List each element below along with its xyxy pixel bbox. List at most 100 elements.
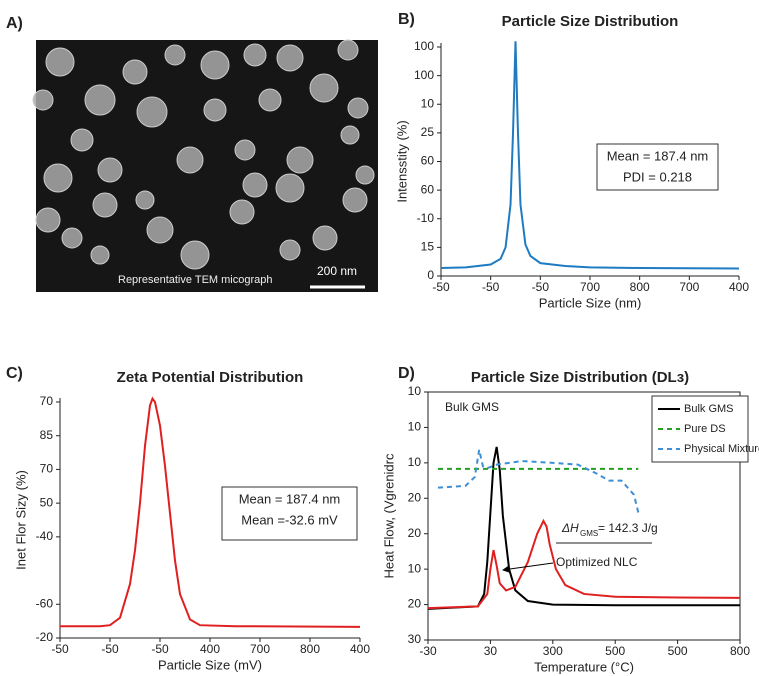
frame xyxy=(427,391,741,641)
x-tick-label: -50 xyxy=(532,280,550,294)
x-tick-label: 30 xyxy=(484,644,498,658)
particle xyxy=(164,44,186,66)
y-tick-label: 20 xyxy=(408,490,422,504)
x-tick-label: 500 xyxy=(668,644,688,658)
y-tick-label: -20 xyxy=(36,630,54,644)
particle xyxy=(279,239,301,261)
x-tick-label: 700 xyxy=(580,280,600,294)
particle xyxy=(355,165,375,185)
panel-label: D) xyxy=(398,365,415,382)
y-tick-label: 10 xyxy=(408,420,422,434)
y-tick-label: 25 xyxy=(421,125,435,139)
series-line xyxy=(427,446,740,610)
particle xyxy=(45,47,75,77)
particle xyxy=(84,84,116,116)
y-tick-label: 60 xyxy=(421,182,435,196)
particles xyxy=(32,39,375,270)
particle xyxy=(258,88,282,112)
particle xyxy=(97,157,123,183)
scale-label: 200 nm xyxy=(317,264,357,278)
legend-label: Physical Mixture xyxy=(684,443,759,455)
y-tick-label: 85 xyxy=(40,428,54,442)
legend-label: Bulk GMS xyxy=(684,403,734,415)
chart-title: Particle Size Distribution (DLɜ) xyxy=(471,369,689,386)
y-tick-label: 10 xyxy=(408,561,422,575)
x-tick-label: 800 xyxy=(300,642,320,656)
y-tick-label: -10 xyxy=(417,211,435,225)
y-tick-label: 70 xyxy=(40,394,54,408)
caption: Representative TEM micograph xyxy=(118,274,272,286)
y-tick-label: -60 xyxy=(36,596,54,610)
annotation: PDI = 0.218 xyxy=(623,169,692,184)
y-tick-label: 20 xyxy=(408,526,422,540)
series-line xyxy=(440,41,740,270)
series-line xyxy=(60,396,361,628)
arrow xyxy=(502,562,554,573)
particle xyxy=(200,50,230,80)
x-tick-label: 700 xyxy=(250,642,270,656)
chart-title: Particle Size Distribution xyxy=(502,13,679,30)
particle xyxy=(136,96,168,128)
x-tick-label: 400 xyxy=(200,642,220,656)
particle xyxy=(242,172,268,198)
particle xyxy=(146,216,174,244)
x-axis-label: Particle Size (nm) xyxy=(539,295,642,310)
particle xyxy=(61,227,83,249)
particle xyxy=(32,89,54,111)
x-tick-label: 400 xyxy=(350,642,370,656)
peak-label: Bulk GMS xyxy=(445,400,499,414)
y-tick-label: 10 xyxy=(421,96,435,110)
y-tick-label: 10 xyxy=(408,384,422,398)
particle xyxy=(229,199,255,225)
particle xyxy=(340,125,360,145)
x-tick-label: -50 xyxy=(51,642,69,656)
annotation-box xyxy=(221,486,358,541)
annotation: Mean =-32.6 mV xyxy=(241,512,338,527)
y-tick-label: 50 xyxy=(40,495,54,509)
particle xyxy=(342,187,368,213)
particle xyxy=(337,39,359,61)
panel-label: A) xyxy=(6,15,23,32)
particle xyxy=(275,173,305,203)
x-axis-label: Particle Size (mV) xyxy=(158,657,262,672)
x-tick-label: -50 xyxy=(432,280,450,294)
y-tick-label: 10 xyxy=(408,455,422,469)
particle xyxy=(92,192,118,218)
y-tick-label: -40 xyxy=(36,529,54,543)
enthalpy-symbol: ΔH xyxy=(561,521,579,535)
particle xyxy=(70,128,94,152)
particle xyxy=(90,245,110,265)
annotation: Mean = 187.4 nm xyxy=(607,148,709,163)
particle xyxy=(43,163,73,193)
enthalpy-rest: = 142.3 J/g xyxy=(598,521,658,535)
y-tick-label: 100 xyxy=(414,68,434,82)
y-tick-label: 0 xyxy=(427,268,434,282)
y-tick-label: 70 xyxy=(40,462,54,476)
particle xyxy=(135,190,155,210)
x-tick-label: 500 xyxy=(605,644,625,658)
nlc-label: Optimized NLC xyxy=(556,555,638,569)
particle xyxy=(203,98,227,122)
particle xyxy=(286,146,314,174)
y-tick-label: 30 xyxy=(408,632,422,646)
x-tick-label: -50 xyxy=(482,280,500,294)
particle xyxy=(35,207,61,233)
particle xyxy=(243,43,267,67)
y-tick-label: 15 xyxy=(421,240,435,254)
particle xyxy=(347,97,369,119)
y-tick-label: 60 xyxy=(421,154,435,168)
y-axis-label: Intensstity (%) xyxy=(394,120,409,202)
x-axis-label: Temperature (°C) xyxy=(534,659,634,674)
particle xyxy=(180,240,210,270)
particle xyxy=(122,59,148,85)
annotation: Mean = 187.4 nm xyxy=(239,491,341,506)
particle xyxy=(309,73,339,103)
x-tick-label: 300 xyxy=(543,644,563,658)
x-tick-label: -50 xyxy=(101,642,119,656)
legend-label: Pure DS xyxy=(684,423,726,435)
y-axis-label: Inet Flor Sizy (%) xyxy=(13,470,28,570)
x-tick-label: -50 xyxy=(151,642,169,656)
panel-label: B) xyxy=(398,11,415,28)
y-tick-label: 100 xyxy=(414,39,434,53)
